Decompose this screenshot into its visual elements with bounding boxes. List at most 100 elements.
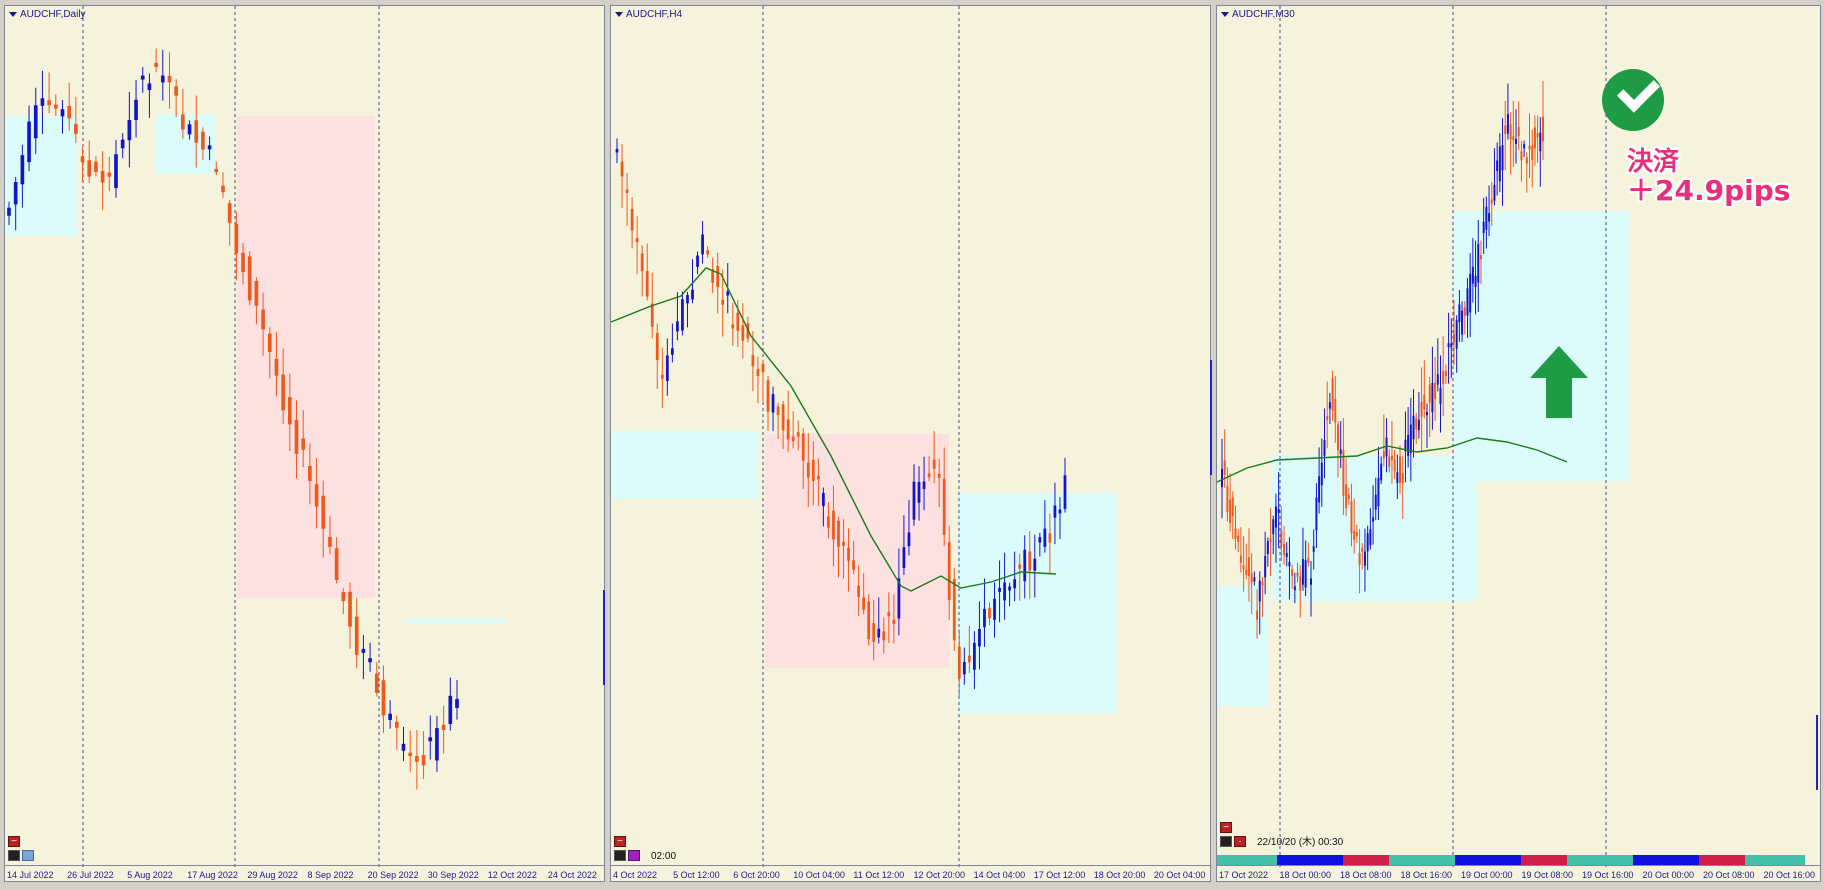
minus-icon[interactable]: − xyxy=(614,836,626,847)
candle-bear xyxy=(1479,255,1482,260)
candle-bear xyxy=(640,253,644,272)
dropdown-triangle-icon[interactable] xyxy=(9,11,17,17)
candle-bull xyxy=(1515,138,1518,144)
candle-bear xyxy=(620,161,624,177)
candle-bull xyxy=(428,737,433,742)
candle-bull xyxy=(670,348,674,355)
candle-bear xyxy=(776,406,780,416)
candle-bear xyxy=(247,256,252,301)
candle-bear xyxy=(321,495,326,529)
candle-bear xyxy=(867,601,871,640)
candle-bull xyxy=(978,628,981,647)
chart-tool-icon[interactable] xyxy=(8,850,20,861)
candle-bull xyxy=(1493,184,1496,201)
candle-bear xyxy=(736,312,740,331)
m30-chart-canvas[interactable] xyxy=(1217,6,1821,882)
candle-bull xyxy=(1253,577,1256,582)
minus-icon[interactable]: − xyxy=(8,836,20,847)
candle-bear xyxy=(1361,547,1364,552)
time-axis: 14 Jul 2022 26 Jul 2022 5 Aug 2022 17 Aug 2… xyxy=(5,867,604,881)
candle-bull xyxy=(676,321,679,332)
candle-bull xyxy=(1477,243,1480,283)
candle-bull xyxy=(902,547,906,569)
candle-bear xyxy=(1531,145,1534,160)
candle-bull xyxy=(897,578,901,619)
minus-icon[interactable]: − xyxy=(1220,822,1232,833)
candle-bull xyxy=(1043,528,1047,547)
candle-bull xyxy=(1023,549,1027,582)
candle-bear xyxy=(1509,124,1512,140)
candle-bear xyxy=(408,752,413,757)
time-axis-label: 20 Oct 04:00 xyxy=(1153,870,1206,880)
session-segment xyxy=(1745,855,1805,865)
chart-tool-icon[interactable] xyxy=(1220,836,1232,847)
candle-bear xyxy=(832,510,835,540)
candle-bull xyxy=(907,532,911,547)
candle-bear xyxy=(1353,531,1356,540)
scroll-marker xyxy=(1210,360,1212,475)
minus-icon[interactable]: · xyxy=(1234,836,1246,847)
candle-bull xyxy=(665,355,669,381)
up-arrow-icon xyxy=(1530,346,1588,418)
h4-chart-canvas[interactable] xyxy=(611,6,1211,882)
session-segment xyxy=(1567,855,1633,865)
candle-bull xyxy=(973,642,976,670)
chart-panel-daily[interactable]: AUDCHF,Daily − 14 Jul 2022 26 Jul 2022 5 A… xyxy=(4,5,605,882)
candle-bull xyxy=(1380,463,1383,481)
candle-bull xyxy=(7,207,11,216)
candle-bull xyxy=(962,661,966,675)
daily-chart-canvas[interactable] xyxy=(5,6,605,882)
chart-panel-m30[interactable]: AUDCHF,M30 − · 22/10/20 (木) 00:30 17 Oct… xyxy=(1216,5,1821,882)
candle-bull xyxy=(912,481,916,520)
candle-bear xyxy=(655,333,659,361)
candle-bear xyxy=(254,280,259,306)
candle-bear xyxy=(816,475,820,480)
candle-bull xyxy=(1258,580,1261,602)
candle-bull xyxy=(368,658,372,663)
candle-bear xyxy=(625,189,629,193)
time-axis-label: 18 Oct 16:00 xyxy=(1400,870,1453,880)
time-axis-label: 24 Oct 2022 xyxy=(547,870,597,880)
demand-zone xyxy=(5,116,77,236)
candle-bull xyxy=(33,105,38,139)
dropdown-triangle-icon[interactable] xyxy=(615,11,623,17)
candle-bear xyxy=(801,433,805,461)
candle-bear xyxy=(731,324,735,329)
chart-tool-icon[interactable] xyxy=(22,850,34,861)
candle-bull xyxy=(27,121,31,163)
candle-bear xyxy=(781,404,785,431)
candle-bear xyxy=(1231,497,1234,516)
candle-bear xyxy=(1347,494,1350,500)
candle-bull xyxy=(681,299,684,331)
dropdown-triangle-icon[interactable] xyxy=(1221,11,1229,17)
time-axis-label: 6 Oct 20:00 xyxy=(733,870,780,880)
session-segment xyxy=(1343,855,1389,865)
candle-bear xyxy=(1442,370,1445,384)
chart-tool-icon[interactable] xyxy=(628,850,640,861)
candle-bear xyxy=(314,484,319,507)
candle-bull xyxy=(361,648,366,653)
chart-tool-icon[interactable] xyxy=(614,850,626,861)
check-icon xyxy=(1602,69,1664,131)
candle-bear xyxy=(201,131,205,150)
candle-bull xyxy=(1285,552,1288,557)
session-segment xyxy=(1277,855,1343,865)
candle-bear xyxy=(1444,370,1447,377)
time-axis-label: 17 Oct 2022 xyxy=(1219,870,1269,880)
demand-zone xyxy=(405,618,505,623)
candle-bull xyxy=(686,294,689,304)
chart-panel-h4[interactable]: AUDCHF,H4 − 02:00 4 Oct 2022 5 Oct 12:00 6… xyxy=(610,5,1211,882)
candle-bear xyxy=(1517,127,1520,137)
candle-bull xyxy=(1323,440,1326,456)
candle-bull xyxy=(1404,439,1407,452)
candle-bear xyxy=(87,160,92,177)
candle-bull xyxy=(435,728,439,761)
result-pips: ＋24.9pips xyxy=(1627,174,1791,208)
candle-bear xyxy=(988,607,991,619)
time-axis-label: 20 Oct 08:00 xyxy=(1703,870,1755,880)
candle-bear xyxy=(1428,384,1431,403)
candle-bull xyxy=(13,181,18,205)
candle-bear xyxy=(741,325,745,341)
candle-bull xyxy=(1363,551,1366,566)
candle-bear xyxy=(301,438,306,450)
